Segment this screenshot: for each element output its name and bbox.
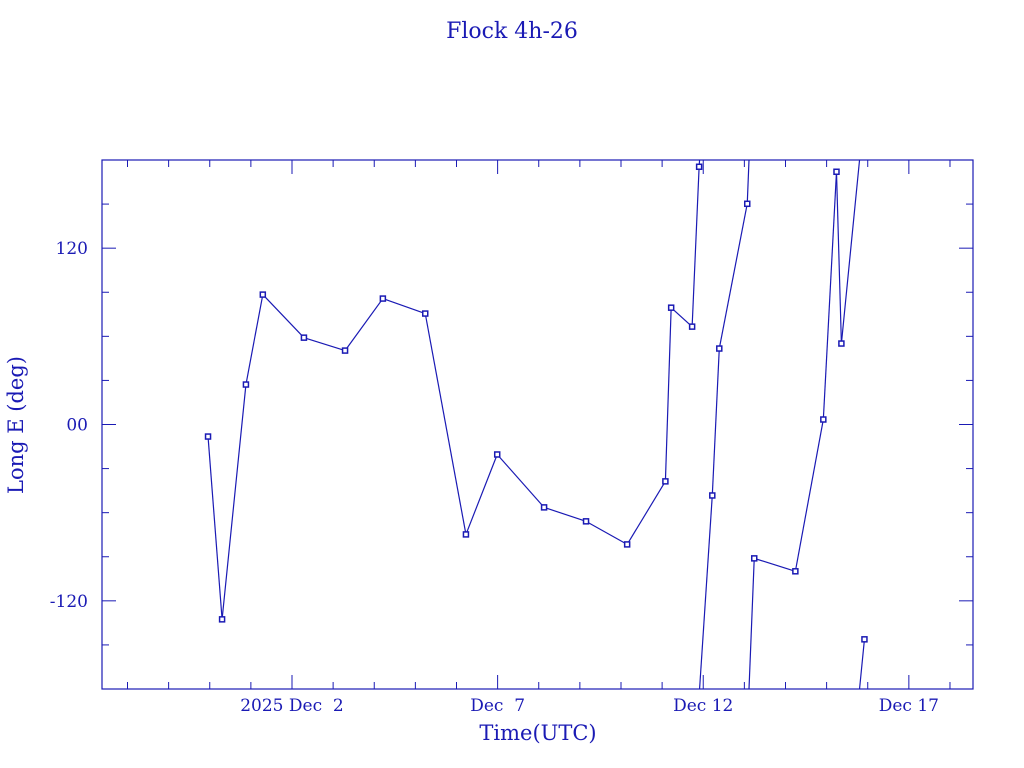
series-line-segment xyxy=(711,348,720,496)
x-tick-label: Dec 7 xyxy=(470,696,525,716)
data-point xyxy=(242,381,250,388)
data-point xyxy=(300,334,308,341)
data-point xyxy=(662,478,669,485)
data-point xyxy=(341,347,349,354)
series-line-segment xyxy=(303,337,346,352)
y-axis-label: Long E (deg) xyxy=(4,356,28,494)
series-line-segment xyxy=(840,159,861,344)
data-point xyxy=(743,200,751,208)
y-tick-label: -120 xyxy=(50,592,88,612)
data-point xyxy=(623,541,631,548)
series-line-segment xyxy=(822,171,838,420)
series-line-segment xyxy=(748,558,755,690)
x-tick-label: Dec 17 xyxy=(879,696,939,716)
series-line-segment xyxy=(691,166,700,327)
series-line-segment xyxy=(794,419,824,572)
data-point xyxy=(792,568,799,575)
data-point xyxy=(695,163,703,171)
series-line-segment xyxy=(835,171,843,344)
y-tick-label: 00 xyxy=(66,416,88,436)
series-line-segment xyxy=(718,203,748,349)
series-line-segment xyxy=(221,384,247,620)
data-point xyxy=(493,451,501,458)
series-line-segment xyxy=(424,313,467,535)
data-point xyxy=(462,531,470,538)
series-line-segment xyxy=(496,454,545,508)
series-line-segment xyxy=(858,639,866,690)
data-point xyxy=(750,555,758,562)
data-point xyxy=(838,340,845,347)
series-line-segment xyxy=(664,307,672,482)
series-line-segment xyxy=(754,557,796,572)
series-line-segment xyxy=(344,298,384,351)
series-line-segment xyxy=(626,481,666,545)
x-tick-label: 2025 Dec 2 xyxy=(240,696,344,716)
data-point xyxy=(861,636,868,643)
data-point xyxy=(833,168,840,176)
series-line-segment xyxy=(207,436,223,620)
data-point xyxy=(582,518,590,525)
x-axis-label: Time(UTC) xyxy=(479,721,596,745)
data-point xyxy=(204,433,212,440)
series-line-segment xyxy=(585,520,628,545)
data-point xyxy=(716,345,723,352)
series-line-segment xyxy=(698,495,713,690)
series-line-segment xyxy=(245,294,264,385)
series-line-segment xyxy=(746,159,750,204)
data-point xyxy=(259,291,267,298)
series-line-segment xyxy=(382,298,426,315)
plot-frame xyxy=(101,159,974,690)
x-tick-label: Dec 12 xyxy=(673,696,733,716)
series-line-segment xyxy=(670,307,693,328)
series-line-segment xyxy=(543,506,587,522)
data-point xyxy=(422,310,429,317)
series-line-segment xyxy=(262,294,305,339)
data-point xyxy=(688,323,696,330)
data-point xyxy=(709,492,716,499)
y-tick-label: 120 xyxy=(56,239,88,259)
data-point xyxy=(820,416,827,423)
data-point xyxy=(218,616,226,623)
data-point xyxy=(379,295,387,302)
data-point xyxy=(540,504,548,511)
chart-title: Flock 4h-26 xyxy=(446,19,578,44)
series-line-segment xyxy=(465,454,498,535)
data-point xyxy=(667,304,675,311)
